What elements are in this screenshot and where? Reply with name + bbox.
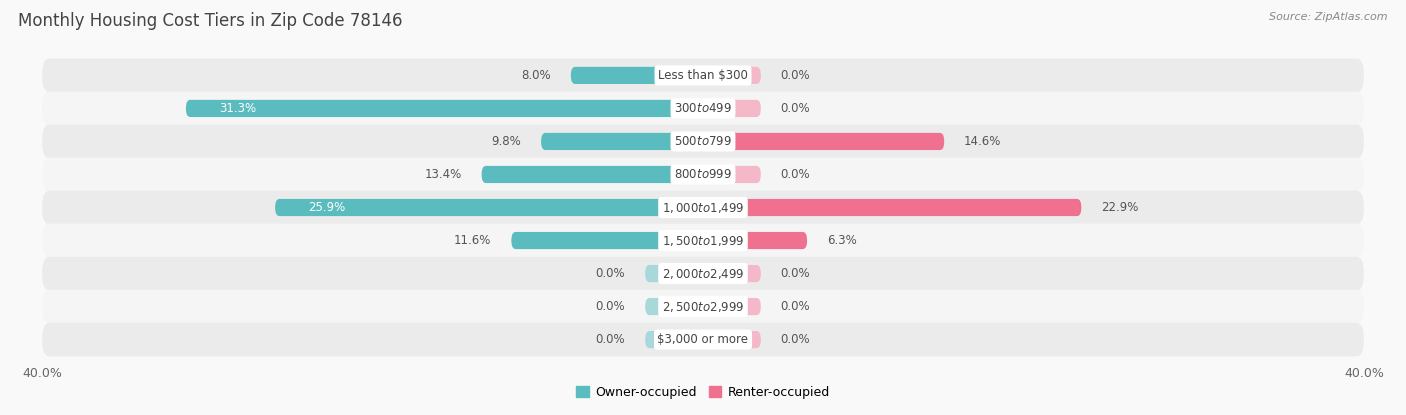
Text: 0.0%: 0.0% <box>596 333 626 346</box>
Text: 0.0%: 0.0% <box>780 168 810 181</box>
FancyBboxPatch shape <box>703 67 761 84</box>
Text: Less than $300: Less than $300 <box>658 69 748 82</box>
Text: 8.0%: 8.0% <box>522 69 551 82</box>
FancyBboxPatch shape <box>703 232 807 249</box>
FancyBboxPatch shape <box>42 323 1364 356</box>
FancyBboxPatch shape <box>512 232 703 249</box>
FancyBboxPatch shape <box>703 166 761 183</box>
Text: 6.3%: 6.3% <box>827 234 856 247</box>
FancyBboxPatch shape <box>703 133 945 150</box>
Text: $300 to $499: $300 to $499 <box>673 102 733 115</box>
FancyBboxPatch shape <box>703 331 761 348</box>
FancyBboxPatch shape <box>645 331 703 348</box>
Text: 31.3%: 31.3% <box>219 102 256 115</box>
FancyBboxPatch shape <box>571 67 703 84</box>
Text: $1,500 to $1,999: $1,500 to $1,999 <box>662 234 744 247</box>
Text: $2,000 to $2,499: $2,000 to $2,499 <box>662 266 744 281</box>
Text: 9.8%: 9.8% <box>492 135 522 148</box>
Text: Source: ZipAtlas.com: Source: ZipAtlas.com <box>1270 12 1388 22</box>
FancyBboxPatch shape <box>645 265 703 282</box>
Text: 25.9%: 25.9% <box>308 201 346 214</box>
Text: 0.0%: 0.0% <box>780 69 810 82</box>
FancyBboxPatch shape <box>541 133 703 150</box>
FancyBboxPatch shape <box>186 100 703 117</box>
Text: $500 to $799: $500 to $799 <box>673 135 733 148</box>
FancyBboxPatch shape <box>42 190 1364 225</box>
Text: $3,000 or more: $3,000 or more <box>658 333 748 346</box>
Text: 0.0%: 0.0% <box>780 102 810 115</box>
Text: $1,000 to $1,499: $1,000 to $1,499 <box>662 200 744 215</box>
FancyBboxPatch shape <box>703 265 761 282</box>
Text: Monthly Housing Cost Tiers in Zip Code 78146: Monthly Housing Cost Tiers in Zip Code 7… <box>18 12 402 30</box>
FancyBboxPatch shape <box>703 298 761 315</box>
FancyBboxPatch shape <box>42 224 1364 257</box>
FancyBboxPatch shape <box>42 124 1364 158</box>
FancyBboxPatch shape <box>703 199 1081 216</box>
FancyBboxPatch shape <box>482 166 703 183</box>
Text: 13.4%: 13.4% <box>425 168 461 181</box>
Text: 14.6%: 14.6% <box>965 135 1001 148</box>
Text: 0.0%: 0.0% <box>780 333 810 346</box>
Text: 0.0%: 0.0% <box>596 267 626 280</box>
Text: $800 to $999: $800 to $999 <box>673 168 733 181</box>
Text: 22.9%: 22.9% <box>1101 201 1139 214</box>
FancyBboxPatch shape <box>645 298 703 315</box>
FancyBboxPatch shape <box>42 92 1364 125</box>
FancyBboxPatch shape <box>276 199 703 216</box>
FancyBboxPatch shape <box>42 59 1364 92</box>
Text: 0.0%: 0.0% <box>780 300 810 313</box>
Text: 0.0%: 0.0% <box>596 300 626 313</box>
Text: 11.6%: 11.6% <box>454 234 492 247</box>
FancyBboxPatch shape <box>42 257 1364 290</box>
Legend: Owner-occupied, Renter-occupied: Owner-occupied, Renter-occupied <box>571 381 835 404</box>
FancyBboxPatch shape <box>703 100 761 117</box>
Text: $2,500 to $2,999: $2,500 to $2,999 <box>662 300 744 314</box>
FancyBboxPatch shape <box>42 158 1364 191</box>
Text: 0.0%: 0.0% <box>780 267 810 280</box>
FancyBboxPatch shape <box>42 290 1364 323</box>
